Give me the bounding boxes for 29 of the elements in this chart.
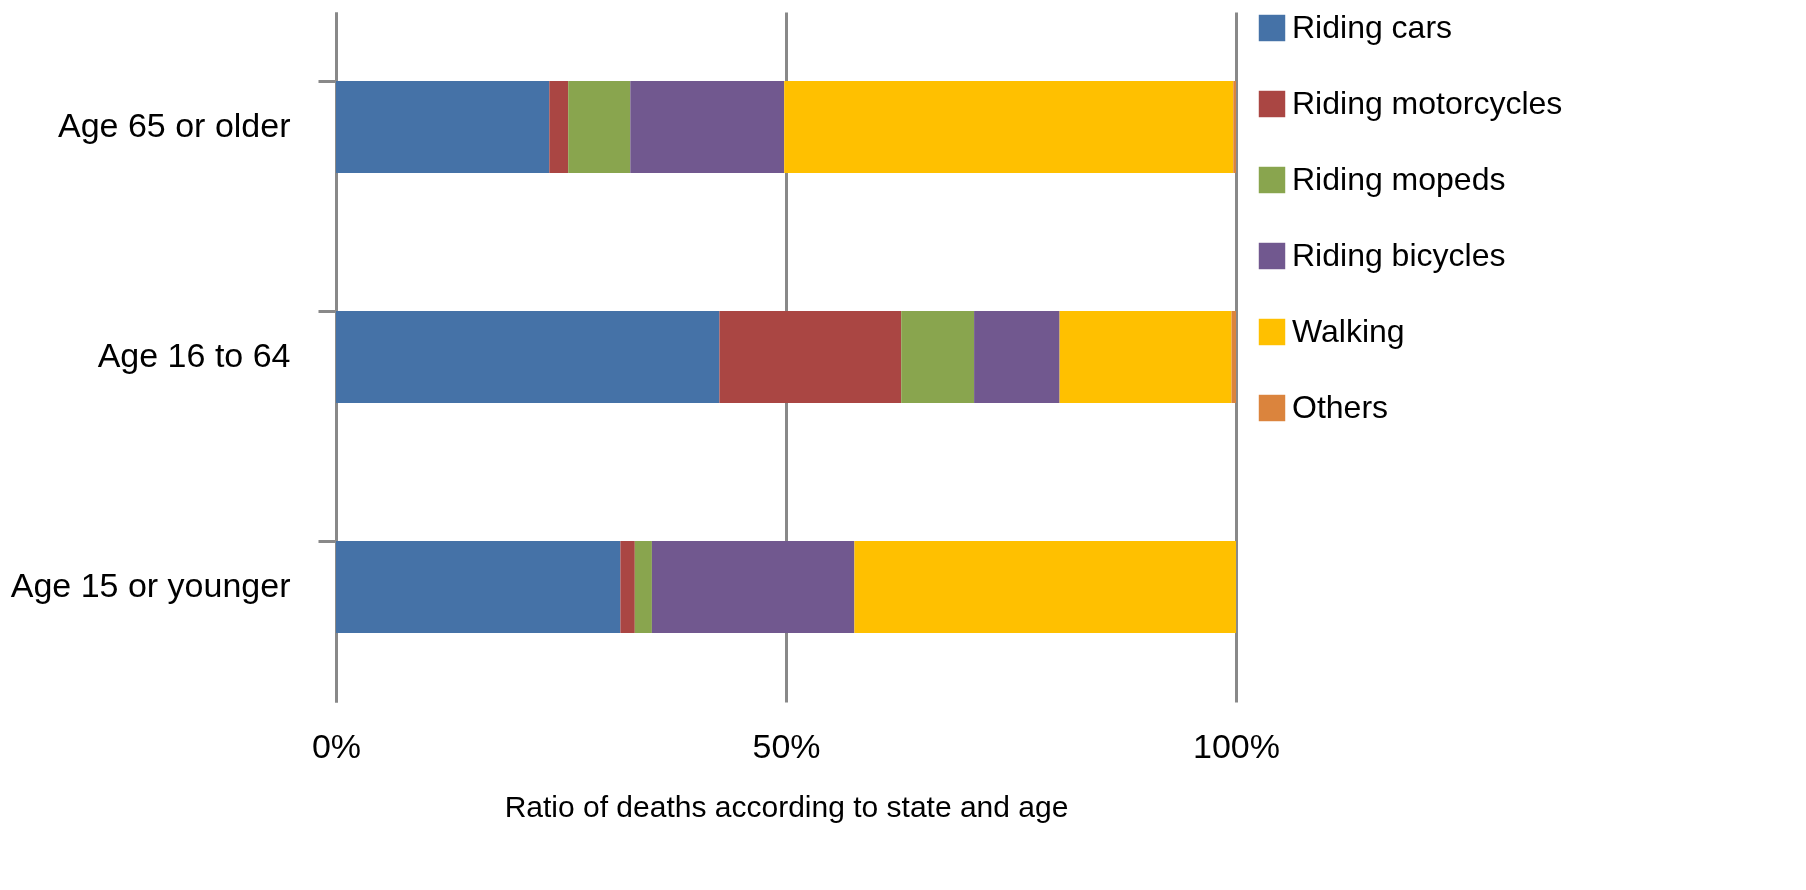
- bar: [1233, 81, 1236, 173]
- legend-label: Walking: [1292, 313, 1405, 349]
- bar: [974, 311, 1060, 403]
- bar: [568, 81, 631, 173]
- legend-label: Riding motorcycles: [1292, 85, 1563, 121]
- y-tick-label: Age 16 to 64: [97, 336, 291, 374]
- y-tick-label: Age 65 or older: [58, 106, 291, 144]
- bar: [336, 311, 720, 403]
- y-tick-label: Age 15 or younger: [10, 566, 291, 604]
- bar: [784, 81, 1234, 173]
- bar: [620, 541, 635, 633]
- legend-label: Riding cars: [1292, 9, 1453, 45]
- x-axis-title: Ratio of deaths according to state and age: [504, 789, 1069, 823]
- x-tick-label: 0%: [311, 726, 362, 765]
- bar: [336, 81, 550, 173]
- bar: [634, 541, 652, 633]
- bar: [1059, 311, 1232, 403]
- bar: [901, 311, 975, 403]
- bar: [854, 541, 1236, 633]
- x-tick-label: 50%: [752, 726, 821, 765]
- bar: [719, 311, 902, 403]
- bar: [651, 541, 855, 633]
- legend-label: Riding bicycles: [1292, 237, 1506, 273]
- x-tick-label: 100%: [1193, 726, 1280, 765]
- legend-label: Others: [1292, 389, 1389, 425]
- bar: [549, 81, 569, 173]
- bar: [336, 541, 621, 633]
- bar: [630, 81, 785, 173]
- legend-label: Riding mopeds: [1292, 161, 1506, 197]
